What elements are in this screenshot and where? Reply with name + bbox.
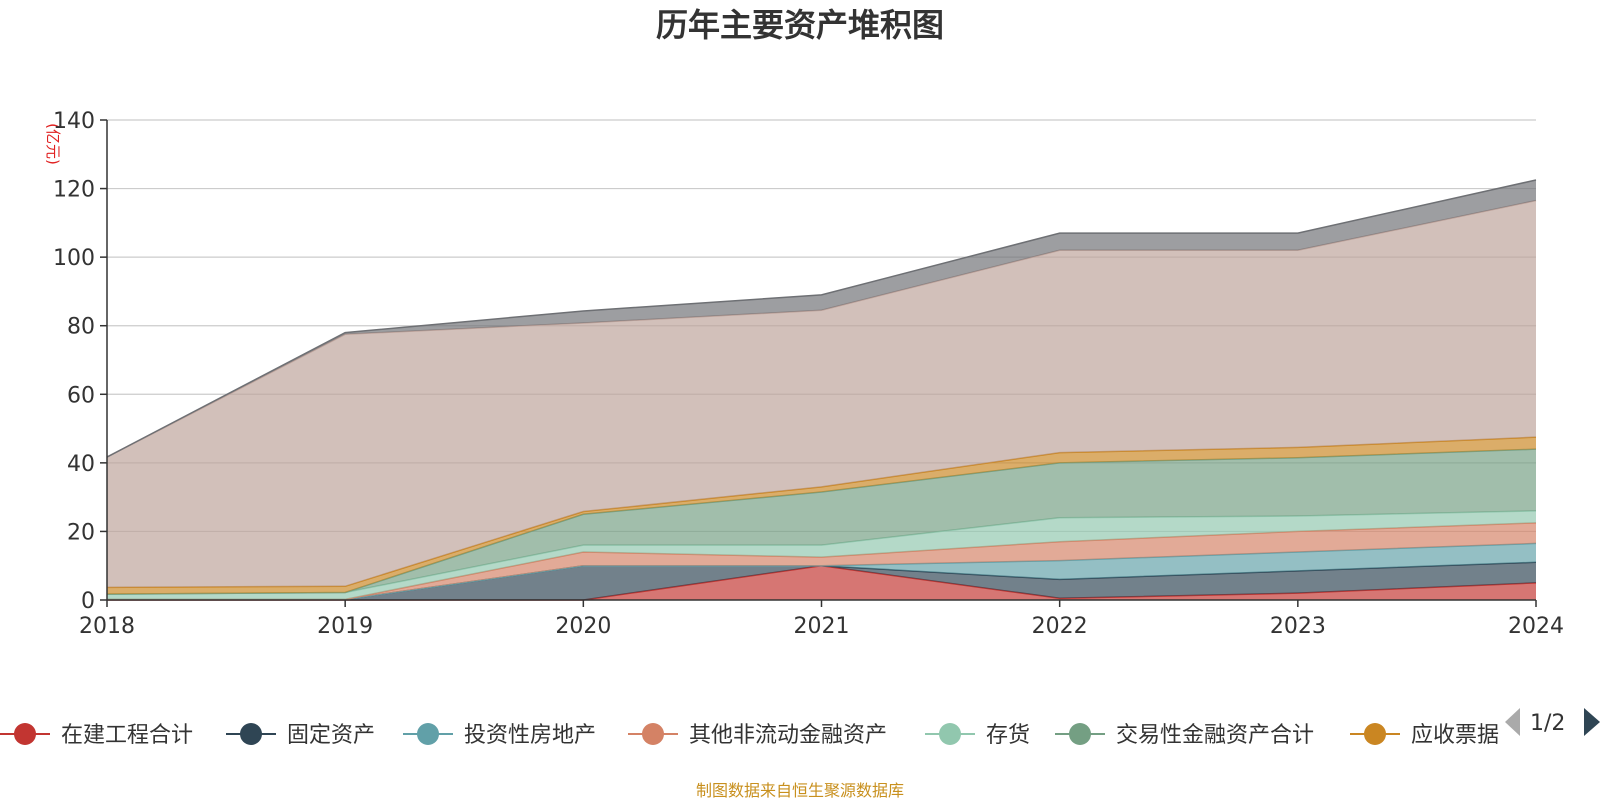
area-投资性房地产 bbox=[107, 543, 1536, 600]
y-tick-label: 140 bbox=[53, 109, 95, 134]
y-tick-label: 20 bbox=[67, 520, 95, 545]
legend-item[interactable]: 应收票据 bbox=[1350, 723, 1499, 748]
chart-title: 历年主要资产堆积图 bbox=[656, 6, 944, 44]
legend-label: 存货 bbox=[986, 723, 1030, 748]
line-series-9 bbox=[106, 179, 1537, 458]
x-tick-label: 2019 bbox=[317, 614, 373, 639]
legend-circle-icon bbox=[939, 723, 961, 745]
y-tick-label: 60 bbox=[67, 383, 95, 408]
legend-item[interactable]: 固定资产 bbox=[226, 723, 375, 748]
area-其他非流动金融资产 bbox=[107, 522, 1536, 600]
legend-item[interactable]: 在建工程合计 bbox=[0, 723, 193, 748]
legend-circle-icon bbox=[1069, 723, 1091, 745]
area-交易性金融资产合计 bbox=[107, 449, 1536, 595]
legend-circle-icon bbox=[417, 723, 439, 745]
legend-label: 交易性金融资产合计 bbox=[1116, 723, 1314, 748]
y-tick-labels: 0 20 40 60 80 100 120 140 bbox=[53, 109, 107, 614]
x-tick-label: 2018 bbox=[79, 614, 135, 639]
area-series-9 bbox=[107, 180, 1536, 458]
area-存货 bbox=[107, 510, 1536, 600]
legend-item[interactable]: 其他非流动金融资产 bbox=[628, 723, 887, 748]
y-tick-label: 120 bbox=[53, 178, 95, 203]
area-series-8 bbox=[107, 200, 1536, 588]
y-axis-unit: (亿元) bbox=[44, 123, 62, 165]
y-tick-label: 0 bbox=[81, 589, 95, 614]
area-在建工程合计 bbox=[107, 565, 1536, 600]
legend-page-label: 1/2 bbox=[1530, 711, 1565, 736]
x-tick-labels: 2018 2019 2020 2021 2022 2023 2024 bbox=[79, 600, 1564, 639]
legend-label: 其他非流动金融资产 bbox=[689, 723, 887, 748]
legend-label: 固定资产 bbox=[287, 723, 375, 748]
x-tick-label: 2023 bbox=[1270, 614, 1326, 639]
prev-page-icon[interactable] bbox=[1505, 708, 1520, 736]
legend-circle-icon bbox=[642, 723, 664, 745]
legend-circle-icon bbox=[14, 723, 36, 745]
y-tick-label: 100 bbox=[53, 246, 95, 271]
legend-label: 在建工程合计 bbox=[61, 723, 193, 748]
legend-circle-icon bbox=[1364, 723, 1386, 745]
x-tick-label: 2020 bbox=[555, 614, 611, 639]
area-固定资产 bbox=[107, 562, 1536, 600]
x-tick-label: 2024 bbox=[1508, 614, 1564, 639]
stacked-areas bbox=[106, 179, 1537, 601]
area-应收票据 bbox=[107, 437, 1536, 595]
legend-item[interactable]: 投资性房地产 bbox=[403, 723, 596, 748]
y-tick-label: 80 bbox=[67, 315, 95, 340]
legend-label: 投资性房地产 bbox=[464, 723, 596, 748]
next-page-icon[interactable] bbox=[1584, 708, 1600, 736]
line-series-8 bbox=[106, 199, 1537, 458]
y-tick-label: 40 bbox=[67, 452, 95, 477]
x-tick-label: 2022 bbox=[1032, 614, 1088, 639]
legend-item[interactable]: 存货 bbox=[925, 723, 1030, 748]
legend-label: 应收票据 bbox=[1411, 723, 1499, 748]
legend-item[interactable]: 交易性金融资产合计 bbox=[1055, 723, 1314, 748]
legend: 在建工程合计 固定资产 投资性房地产 其他非流动金融资产 存货 交易性金融资产合计 应收票据 bbox=[0, 723, 1499, 748]
legend-pager: 1/2 bbox=[1505, 708, 1600, 736]
legend-circle-icon bbox=[240, 723, 262, 745]
x-tick-label: 2021 bbox=[794, 614, 850, 639]
source-note: 制图数据来自恒生聚源数据库 bbox=[696, 781, 904, 800]
